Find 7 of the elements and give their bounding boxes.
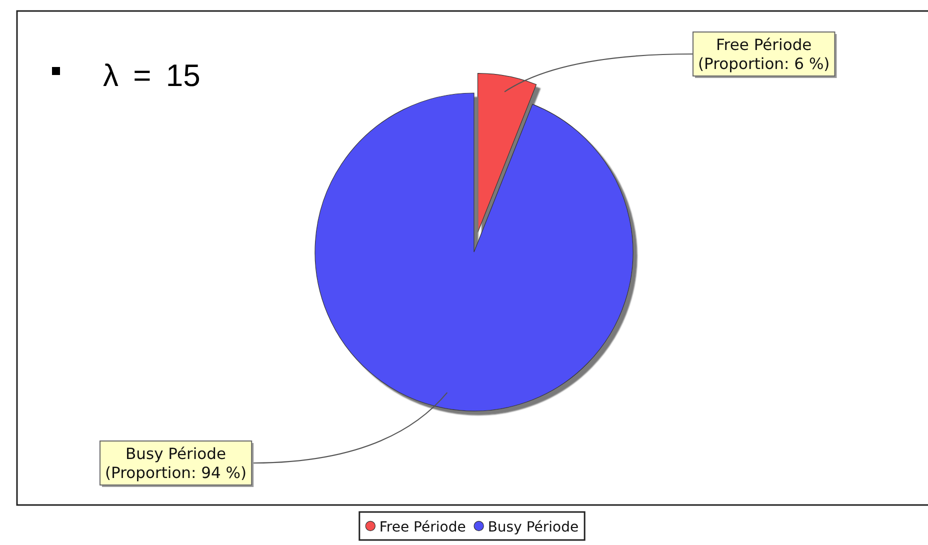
text: λ = 15: [103, 58, 200, 93]
data-label: (Proportion: 94 %): [104, 464, 247, 482]
data-label: (Proportion: 6 %): [698, 55, 830, 73]
slice-label: Busy Période: [126, 445, 226, 463]
slice-label: Free Période: [716, 36, 812, 54]
legend-label: Free Période: [379, 520, 466, 536]
legend-label: Busy Période: [488, 520, 579, 536]
